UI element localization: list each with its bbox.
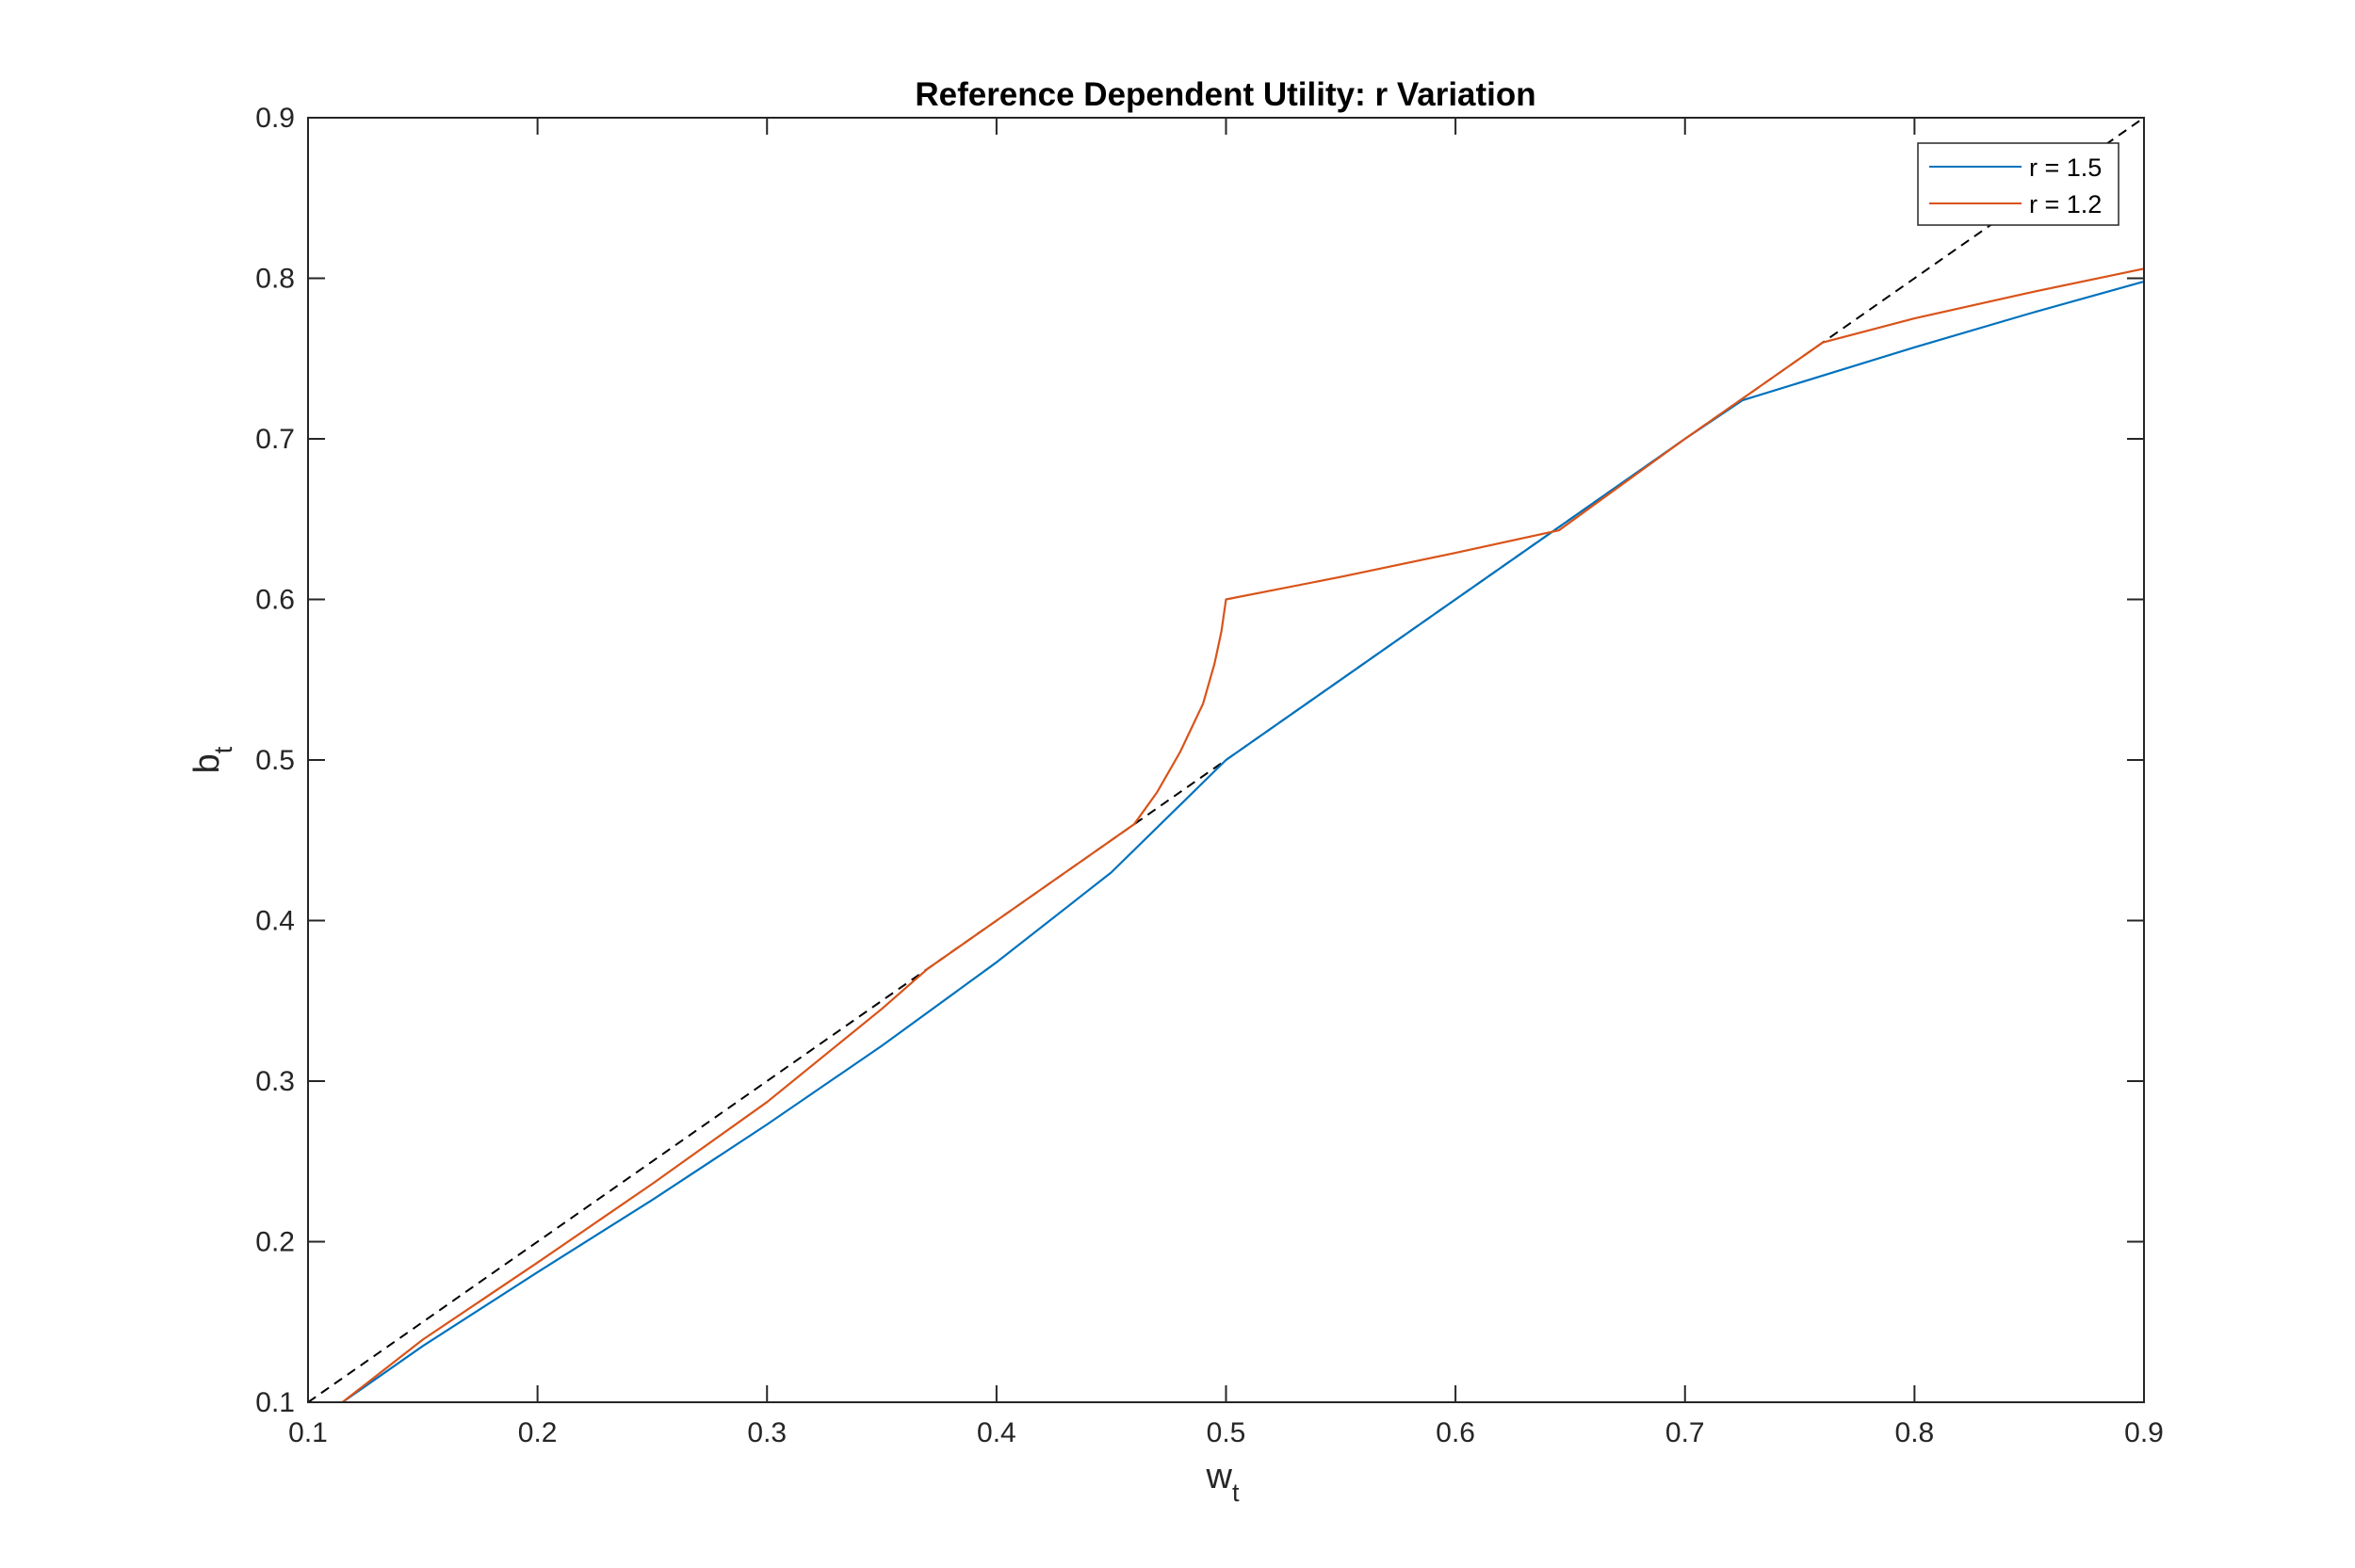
legend: r = 1.5 r = 1.2 xyxy=(1917,142,2120,226)
series-line-r-1-2 xyxy=(341,267,2145,1403)
x-tick-label: 0.5 xyxy=(1207,1417,1246,1448)
y-tick-label: 0.4 xyxy=(255,906,295,937)
chart-title: Reference Dependent Utility: r Variation xyxy=(915,76,1535,113)
y-tick-label: 0.8 xyxy=(255,264,295,295)
y-tick-labels: 0.1 0.2 0.3 0.4 0.5 0.6 0.7 0.8 0.9 xyxy=(255,103,295,1418)
x-tick-label: 0.7 xyxy=(1665,1417,1705,1448)
series-line-r-1-5 xyxy=(341,280,2145,1403)
x-tick-label: 0.6 xyxy=(1436,1417,1475,1448)
y-tick-label: 0.7 xyxy=(255,424,295,455)
x-tick-label: 0.9 xyxy=(2124,1417,2164,1448)
x-tick-label: 0.8 xyxy=(1895,1417,1935,1448)
reference-diagonal-line xyxy=(307,117,2145,1403)
legend-label-r-1-5: r = 1.5 xyxy=(2029,154,2102,182)
y-axis-label-main: b xyxy=(187,753,227,773)
y-axis-label-subscript: t xyxy=(209,746,237,753)
y-tick-label: 0.5 xyxy=(255,745,295,776)
legend-box xyxy=(1917,142,2120,226)
axes-box xyxy=(307,117,2145,1403)
y-tick-label: 0.9 xyxy=(255,103,295,134)
plot-area: 0.1 0.2 0.3 0.4 0.5 0.6 0.7 0.8 0.9 0.1 0.2 0.3 0.4… xyxy=(255,103,2164,1448)
y-tick-label: 0.1 xyxy=(255,1387,295,1418)
x-tick-labels: 0.1 0.2 0.3 0.4 0.5 0.6 0.7 0.8 0.9 xyxy=(288,1417,2164,1448)
x-axis-label: wt xyxy=(1206,1457,1240,1507)
y-axis-label: bt xyxy=(187,746,237,773)
x-tick-label: 0.2 xyxy=(518,1417,558,1448)
x-tick-label: 0.4 xyxy=(977,1417,1016,1448)
series-layer xyxy=(307,117,2145,1403)
x-axis-label-subscript: t xyxy=(1232,1479,1240,1507)
y-tick-label: 0.2 xyxy=(255,1227,295,1258)
x-axis-label-main: w xyxy=(1206,1457,1233,1496)
x-tick-label: 0.1 xyxy=(288,1417,328,1448)
y-tick-label: 0.6 xyxy=(255,585,295,616)
y-tick-label: 0.3 xyxy=(255,1066,295,1097)
x-tick-label: 0.3 xyxy=(747,1417,787,1448)
legend-label-r-1-2: r = 1.2 xyxy=(2029,190,2102,218)
